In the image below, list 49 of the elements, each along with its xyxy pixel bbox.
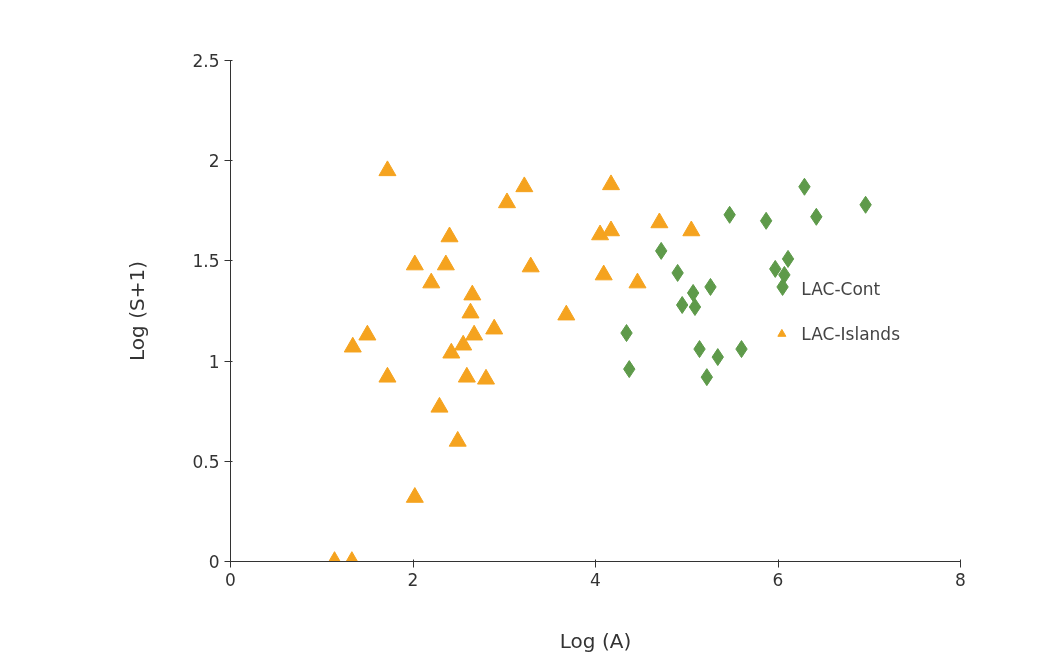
point: [378, 366, 397, 383]
point: [521, 256, 540, 273]
point: [686, 283, 700, 302]
point: [682, 220, 701, 237]
x-tick-label: 2: [407, 569, 419, 590]
point: [440, 226, 459, 243]
point: [463, 284, 482, 301]
y-tick-label: 0: [208, 552, 220, 572]
point: [557, 304, 576, 321]
point: [515, 176, 534, 193]
x-tick-label: 6: [772, 569, 784, 590]
point: [465, 324, 484, 341]
point: [457, 366, 476, 383]
point: [358, 324, 377, 341]
point: [497, 192, 516, 209]
y-tick-label: 1: [208, 351, 220, 372]
point: [602, 220, 621, 237]
point: [781, 249, 795, 268]
point: [688, 297, 702, 316]
point: [602, 174, 621, 191]
point: [442, 342, 461, 359]
point: [650, 212, 669, 229]
y-axis-title: Log (S+1): [125, 261, 150, 361]
point: [405, 254, 424, 271]
series-label: LAC-Cont: [801, 278, 881, 298]
y-tick-label: 0.5: [192, 451, 220, 472]
point: [454, 334, 473, 351]
x-axis-title: Log (A): [559, 628, 632, 653]
point: [343, 336, 362, 353]
x-tick-label: 0: [225, 569, 236, 590]
point: [430, 396, 449, 413]
y-tick-label: 2: [208, 151, 220, 172]
point: [461, 302, 480, 319]
point: [405, 487, 424, 503]
point: [477, 368, 495, 385]
point: [628, 272, 647, 289]
point: [448, 430, 467, 447]
x-tick-label: 4: [590, 569, 601, 590]
y-tick-label: 2.5: [192, 51, 220, 71]
point: [436, 254, 455, 271]
y-tick-label: 1.5: [192, 251, 220, 272]
point: [378, 160, 397, 177]
point: [759, 211, 773, 230]
point: [594, 264, 613, 281]
x-tick-label: 8: [955, 569, 966, 590]
point: [591, 224, 610, 241]
point: [485, 318, 504, 335]
legend-label: LAC-Islands: [801, 323, 900, 343]
point: [422, 272, 441, 289]
